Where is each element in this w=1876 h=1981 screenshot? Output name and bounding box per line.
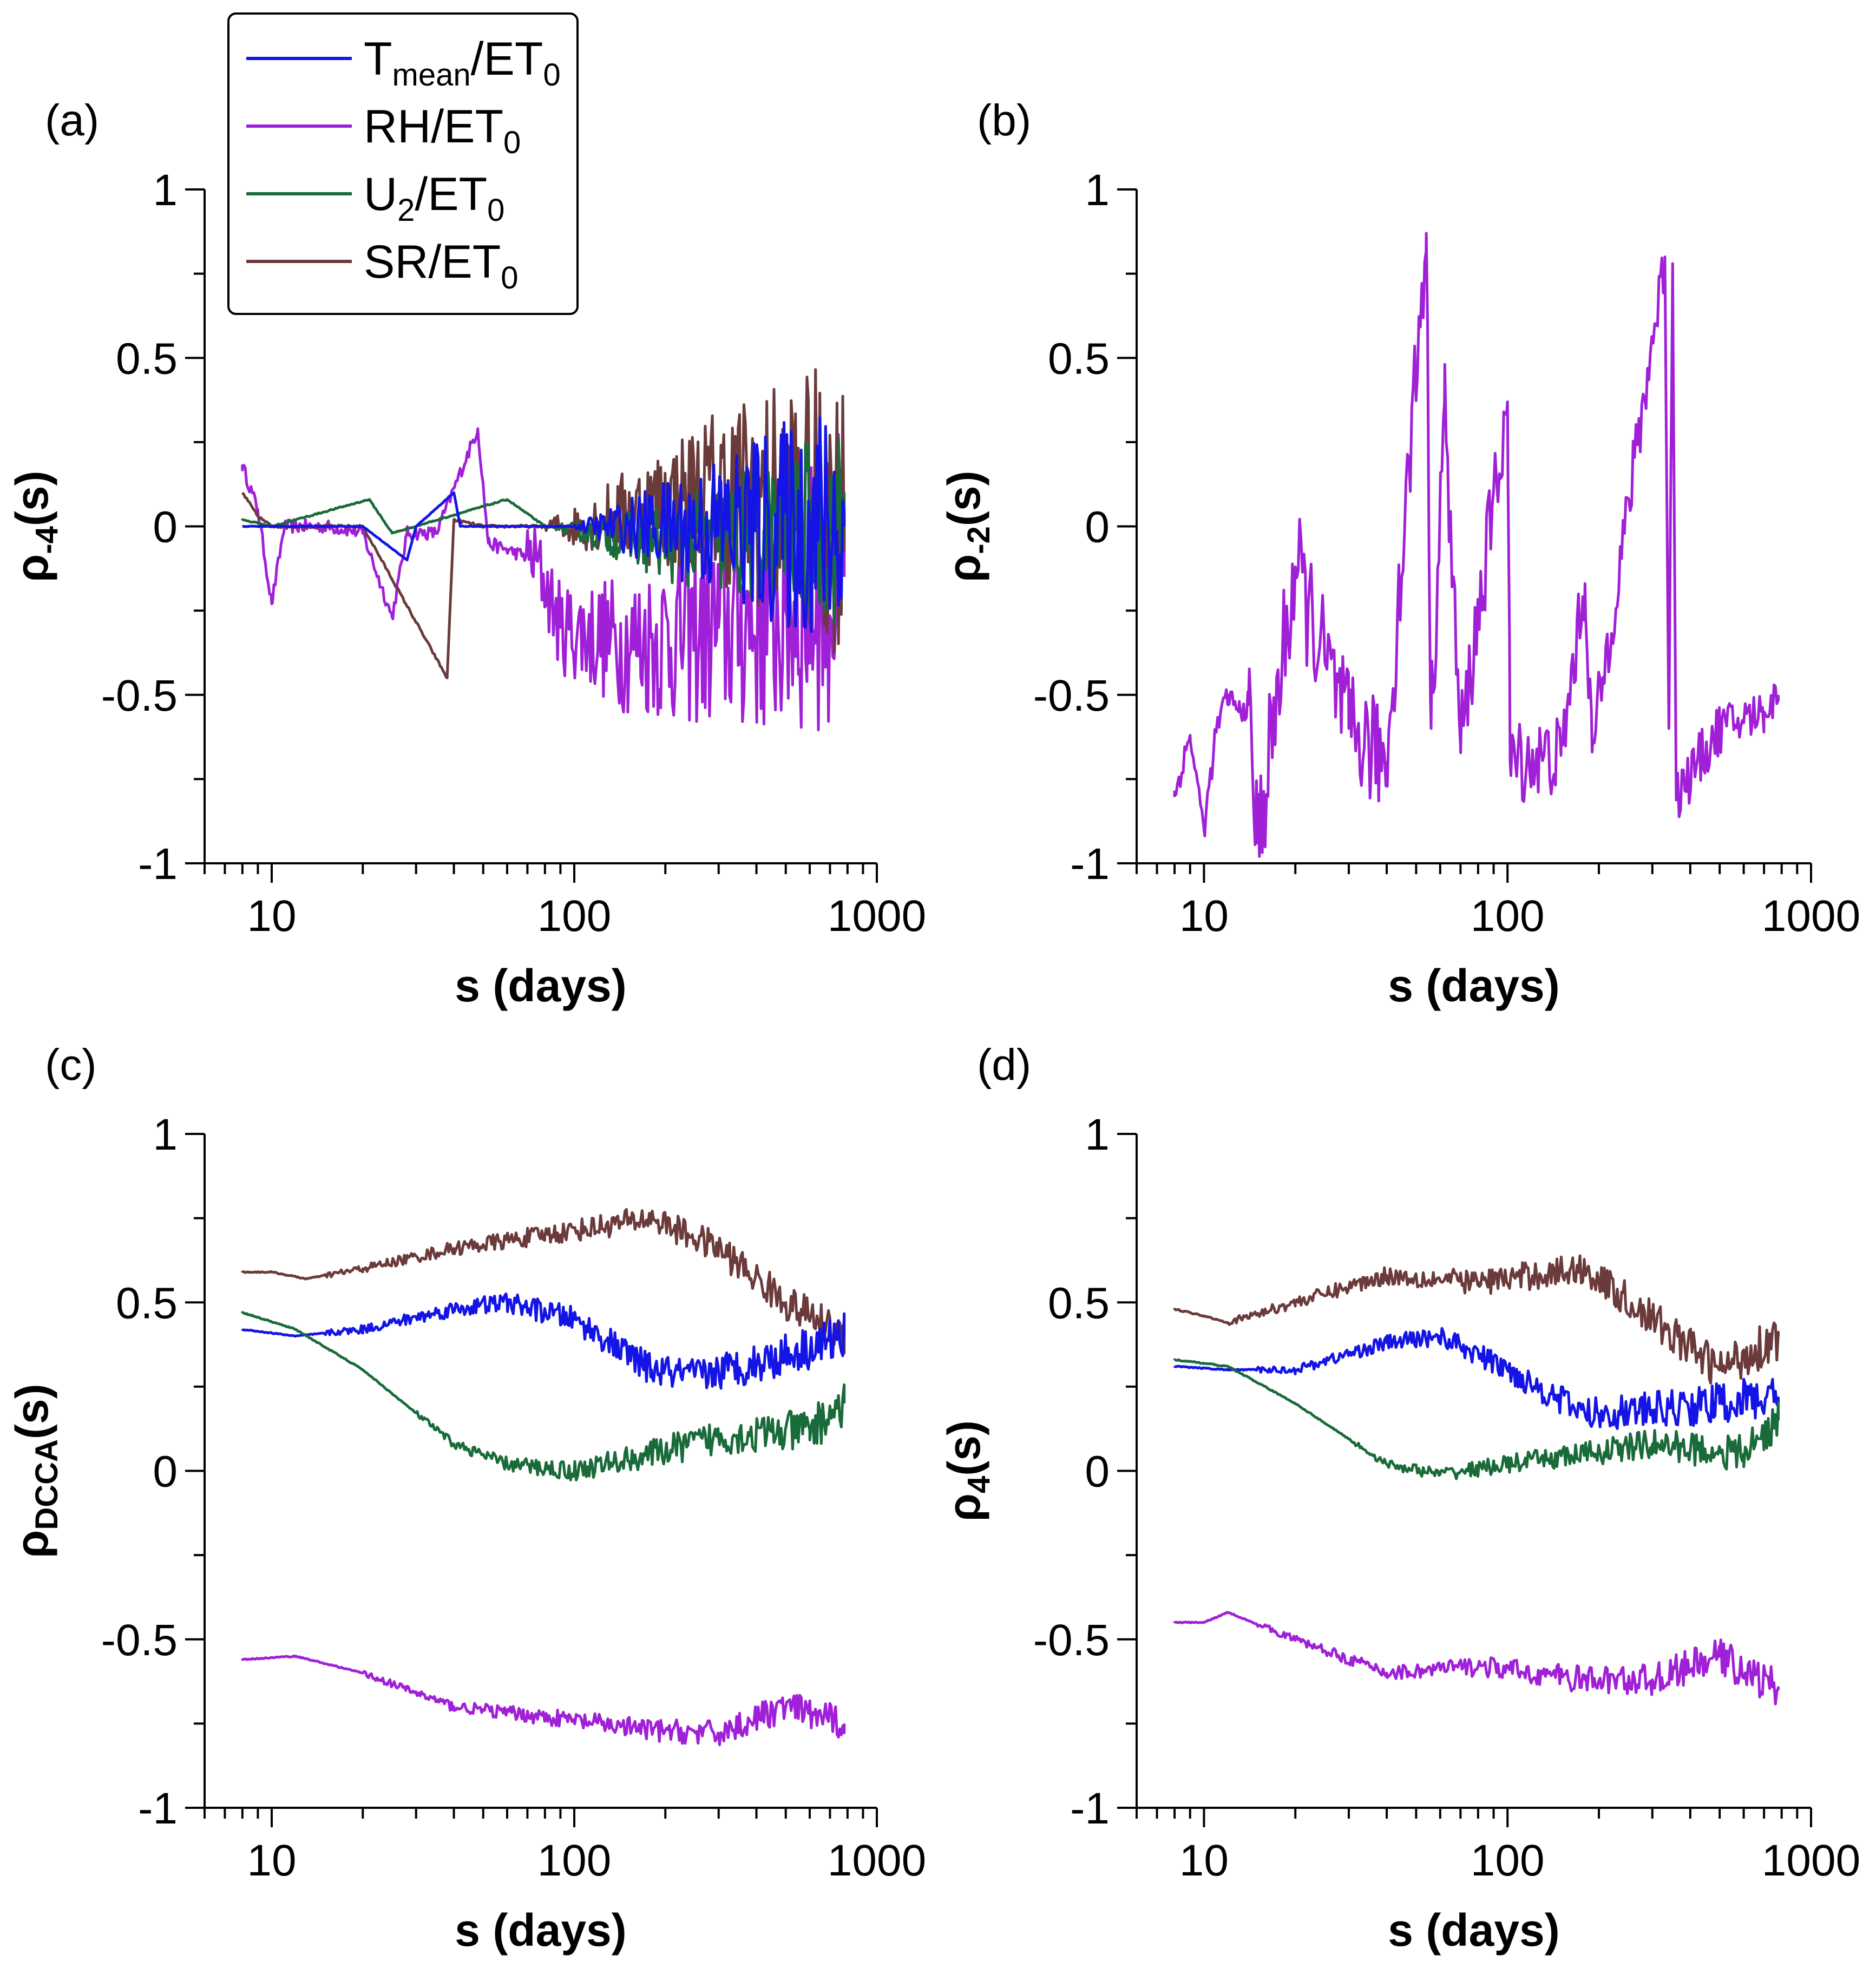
y-tick-label: 0	[153, 1447, 178, 1497]
series-line-u2	[241, 438, 846, 624]
panel-c: 1 0.5 0 -0.5 -1 10 100 1000 s (days) ρDCCA(s) (c)	[6, 1040, 926, 1956]
y-tick-label: -0.5	[1033, 1616, 1110, 1665]
x-tick-label: 100	[1471, 1836, 1545, 1885]
x-tick-label: 10	[247, 891, 296, 941]
y-tick-label: 0.5	[116, 1278, 178, 1328]
y-title-tail: (s)	[6, 1383, 57, 1439]
y-tick-label: -1	[1070, 1784, 1110, 1833]
y-title-tail: (s)	[939, 470, 989, 526]
series-line-tmean	[1173, 1327, 1780, 1430]
series-line-rh	[1173, 1611, 1780, 1706]
x-tick-label: 1000	[828, 891, 926, 941]
y-tick-label: 1	[153, 166, 178, 215]
series-line-rh	[1173, 232, 1780, 858]
series-line-sr	[241, 1208, 846, 1355]
y-title-base: ρ	[939, 554, 989, 582]
y-tick-label: 1	[1085, 166, 1110, 215]
y-tick-label: 0	[1085, 503, 1110, 552]
x-tick-label: 1000	[1762, 891, 1860, 941]
x-axis-title: s (days)	[1388, 960, 1559, 1011]
series-line-sr	[1173, 1254, 1780, 1385]
panel-label: (a)	[45, 96, 99, 145]
y-tick-label: -1	[138, 839, 178, 889]
y-title-sub: -2	[961, 526, 996, 554]
x-tick-label: 10	[1179, 1836, 1229, 1885]
y-tick-label: 1	[1085, 1110, 1110, 1159]
series-line-u2	[1173, 1358, 1780, 1480]
x-axis-title: s (days)	[455, 960, 626, 1011]
y-title-base: ρ	[6, 554, 57, 582]
y-title-sub: -4	[29, 526, 64, 554]
y-axis-title: ρDCCA(s)	[6, 1383, 64, 1558]
legend-rest: /ET	[471, 33, 543, 85]
y-tick-label: 0	[1085, 1447, 1110, 1497]
legend-label-sr: SR/ET0	[364, 236, 519, 296]
y-title-tail: (s)	[6, 470, 57, 526]
y-axis-title: ρ-2(s)	[939, 470, 996, 582]
y-tick-label: -1	[138, 1784, 178, 1833]
y-tick-label: -0.5	[101, 1616, 178, 1665]
legend-label-rh: RH/ET0	[364, 101, 521, 160]
y-tick-label: 0	[153, 503, 178, 552]
panel-label: (c)	[45, 1040, 97, 1090]
x-axis-title: s (days)	[455, 1905, 626, 1956]
panel-label: (d)	[977, 1040, 1031, 1090]
y-title-sub: DCCA	[29, 1439, 64, 1530]
x-tick-label: 10	[1179, 891, 1229, 941]
panel-label: (b)	[977, 96, 1031, 145]
series-line-tmean	[242, 416, 846, 633]
y-tick-label: 1	[153, 1110, 178, 1159]
y-tick-label: 0.5	[116, 334, 178, 383]
x-axis-title: s (days)	[1388, 1905, 1559, 1956]
legend-label-tmean: Tmean/ET0	[364, 33, 561, 93]
y-tick-label: -0.5	[101, 671, 178, 720]
legend-rest: /ET	[415, 168, 487, 220]
x-tick-label: 1000	[1762, 1836, 1860, 1885]
x-tick-label: 1000	[828, 1836, 926, 1885]
y-title-base: ρ	[6, 1530, 57, 1558]
panel-d: 1 0.5 0 -0.5 -1 10 100 1000 s (days) ρ4(s) (d)	[939, 1040, 1860, 1956]
legend-sub: 0	[501, 260, 518, 296]
series-line-tmean	[241, 1292, 846, 1390]
panel-b: 1 0.5 0 -0.5 -1 10 100 1000 s (days) ρ-2(s) (b)	[939, 96, 1860, 1011]
x-tick-label: 100	[1471, 891, 1545, 941]
panel-a: 1 0.5 0 -0.5 -1 10 100 1000 s (days) ρ-4(s) (a)	[6, 96, 926, 1011]
y-title-sub: 4	[961, 1476, 996, 1493]
x-tick-label: 10	[247, 1836, 296, 1885]
y-axis-title: ρ-4(s)	[6, 470, 64, 582]
series-line-rh	[241, 1654, 846, 1747]
x-tick-label: 100	[537, 891, 612, 941]
legend-sub: mean	[392, 57, 471, 93]
series-line-rh	[241, 427, 846, 732]
legend-base: T	[364, 33, 392, 85]
legend-base: SR/ET	[364, 236, 501, 288]
legend-sub: 0	[503, 125, 521, 160]
legend-box	[227, 12, 579, 315]
series-line-u2	[241, 1311, 846, 1481]
y-tick-label: 0.5	[1048, 1278, 1110, 1328]
legend-label-u2: U2/ET0	[364, 168, 504, 228]
y-tick-label: -0.5	[1033, 671, 1110, 720]
y-tick-label: 0.5	[1048, 334, 1110, 383]
y-axis-title: ρ4(s)	[939, 1420, 996, 1521]
legend-sub2: 0	[543, 57, 560, 93]
y-title-base: ρ	[939, 1493, 989, 1521]
legend-base: U	[364, 168, 397, 220]
y-tick-label: -1	[1070, 839, 1110, 889]
y-title-tail: (s)	[939, 1420, 989, 1476]
legend-base: RH/ET	[364, 101, 503, 153]
legend-sub2: 0	[487, 193, 504, 228]
legend-sub: 2	[397, 193, 415, 228]
x-tick-label: 100	[537, 1836, 612, 1885]
